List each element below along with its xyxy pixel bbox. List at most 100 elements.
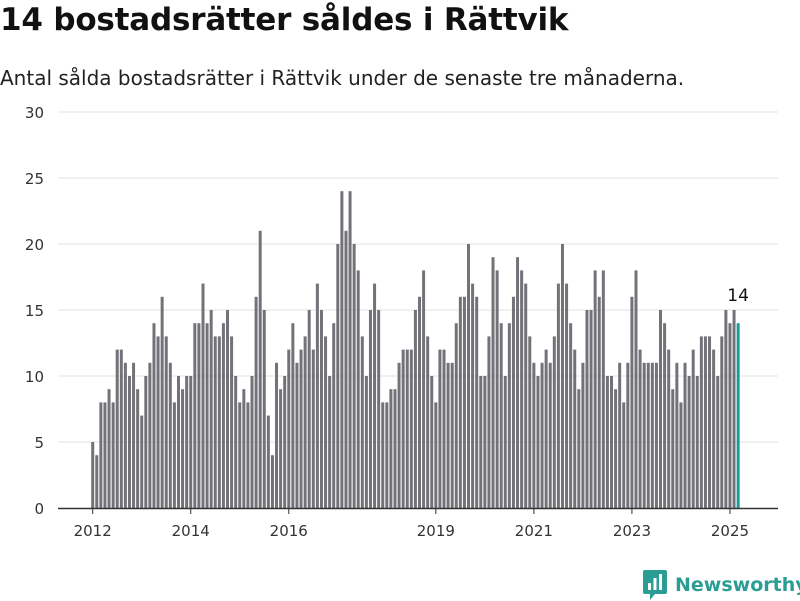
bar <box>430 376 434 508</box>
bar <box>307 310 311 508</box>
bar <box>234 376 238 508</box>
bar <box>667 349 671 508</box>
bar <box>107 389 111 508</box>
bar <box>283 376 287 508</box>
bar <box>630 296 634 508</box>
bar <box>389 389 393 508</box>
bar <box>540 362 544 508</box>
bar <box>548 362 552 508</box>
bar <box>524 283 528 508</box>
bar <box>136 389 140 508</box>
bar <box>340 191 344 508</box>
bar <box>499 323 503 508</box>
bar <box>565 283 569 508</box>
bar <box>401 349 405 508</box>
bar <box>532 362 536 508</box>
bar <box>659 310 663 508</box>
bar <box>724 310 728 508</box>
bar <box>679 402 683 508</box>
bar <box>217 336 221 508</box>
y-tick-label: 5 <box>34 434 44 452</box>
x-tick-label: 2014 <box>172 522 210 540</box>
bar <box>675 362 679 508</box>
bar <box>364 376 368 508</box>
bar <box>368 310 372 508</box>
newsworthy-logo-icon <box>643 570 667 600</box>
bar <box>111 402 115 508</box>
bar <box>536 376 540 508</box>
y-tick-label: 15 <box>25 302 44 320</box>
x-tick-label: 2021 <box>515 522 553 540</box>
bar <box>311 349 315 508</box>
bar <box>691 349 695 508</box>
bar <box>262 310 266 508</box>
chart-subtitle: Antal sålda bostadsrätter i Rättvik unde… <box>0 66 685 90</box>
bar <box>605 376 609 508</box>
bar <box>397 362 401 508</box>
bar <box>507 323 511 508</box>
bar <box>544 349 548 508</box>
bar <box>581 362 585 508</box>
bar <box>511 296 515 508</box>
bar <box>254 296 258 508</box>
bar <box>185 376 189 508</box>
bar <box>728 323 732 508</box>
bar <box>458 296 462 508</box>
bar <box>503 376 507 508</box>
bar <box>626 362 630 508</box>
bar <box>491 257 495 508</box>
bar <box>352 244 356 508</box>
bar <box>487 336 491 508</box>
bar <box>156 336 160 508</box>
bar <box>144 376 148 508</box>
bar <box>115 349 119 508</box>
bar <box>303 336 307 508</box>
bar <box>160 296 164 508</box>
data-label: 14 <box>727 286 749 306</box>
bar <box>319 310 323 508</box>
bar <box>413 310 417 508</box>
highlight-bar <box>736 323 740 508</box>
bar <box>573 349 577 508</box>
bar <box>360 336 364 508</box>
bar <box>450 362 454 508</box>
bar <box>140 415 144 508</box>
y-tick-label: 20 <box>25 236 44 254</box>
bar <box>328 376 332 508</box>
bar <box>132 362 136 508</box>
bar <box>556 283 560 508</box>
bar <box>446 362 450 508</box>
bar <box>385 402 389 508</box>
bar <box>275 362 279 508</box>
bar <box>687 376 691 508</box>
bar <box>614 389 618 508</box>
bar <box>475 296 479 508</box>
bar <box>552 336 556 508</box>
bar <box>226 310 229 508</box>
bar <box>164 336 168 508</box>
bar <box>373 283 377 508</box>
bar <box>479 376 483 508</box>
bar <box>405 349 409 508</box>
bar <box>221 323 225 508</box>
bar <box>332 323 336 508</box>
bar <box>250 376 254 508</box>
bar <box>315 283 319 508</box>
bar <box>103 402 107 508</box>
bar <box>622 402 626 508</box>
bar <box>99 402 103 508</box>
bar <box>585 310 589 508</box>
bar <box>650 362 654 508</box>
bar <box>123 362 127 508</box>
bar <box>434 402 438 508</box>
bar <box>119 349 123 508</box>
bar <box>462 296 466 508</box>
bar <box>148 362 152 508</box>
chart-title: 14 bostadsrätter såldes i Rättvik <box>0 2 569 38</box>
bar <box>712 349 716 508</box>
bar <box>528 336 532 508</box>
bar <box>95 455 99 508</box>
bar <box>471 283 475 508</box>
x-tick-label: 2025 <box>711 522 749 540</box>
bar <box>172 402 176 508</box>
